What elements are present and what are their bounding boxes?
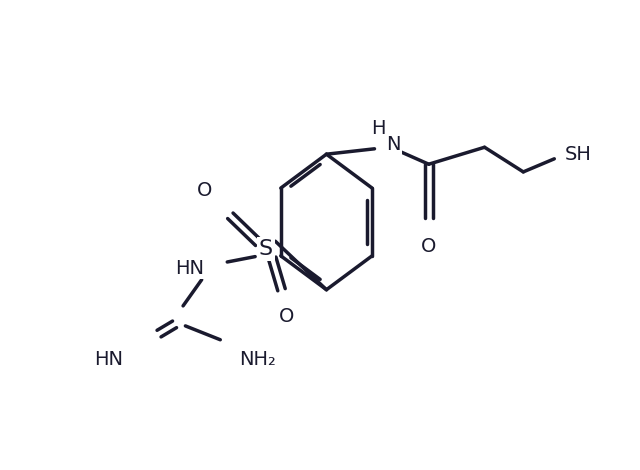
Text: O: O — [421, 236, 436, 256]
Text: HN: HN — [93, 350, 123, 368]
Text: NH₂: NH₂ — [239, 350, 276, 368]
Text: SH: SH — [564, 145, 591, 164]
Text: O: O — [279, 306, 294, 326]
Text: N: N — [386, 135, 401, 155]
Text: H: H — [371, 118, 386, 138]
Text: O: O — [196, 181, 212, 200]
Text: HN: HN — [175, 258, 204, 278]
Text: S: S — [259, 239, 273, 259]
